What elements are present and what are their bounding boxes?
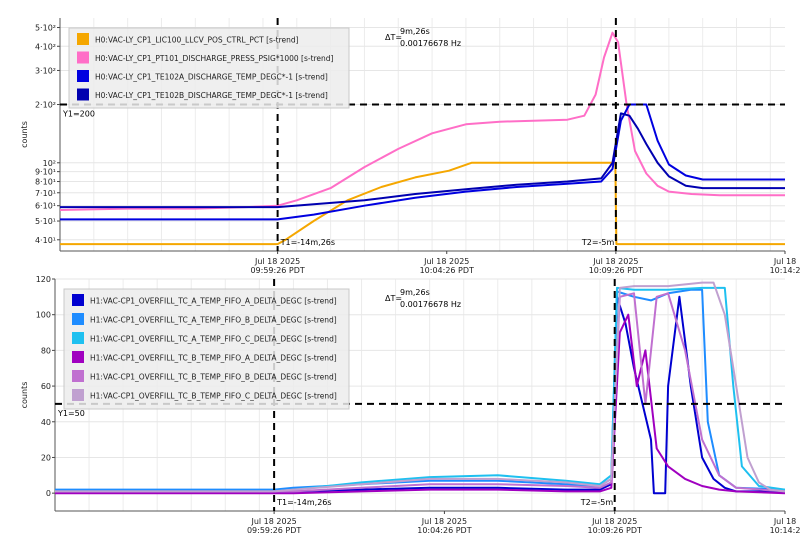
legend-entry: H0:VAC-LY_CP1_PT101_DISCHARGE_PRESS_PSIG… (95, 54, 334, 63)
legend[interactable]: H0:VAC-LY_CP1_LIC100_LLCV_POS_CTRL_PCT [… (68, 27, 350, 109)
y-tick-label: 60 (41, 382, 51, 391)
y-tick-label: 3·10² (35, 66, 56, 75)
y-axis-label: counts (20, 382, 29, 409)
legend-box (63, 288, 350, 410)
y-tick-label: 2·10² (35, 101, 56, 110)
legend-swatch (77, 33, 89, 45)
legend-entry: H0:VAC-LY_CP1_LIC100_LLCV_POS_CTRL_PCT [… (95, 36, 299, 45)
y-tick-label: 6·10¹ (35, 202, 56, 211)
legend-swatch (72, 370, 84, 382)
y-tick-label: 4·10² (35, 42, 56, 51)
x-tick-label: Jul 18 2025 (423, 257, 469, 266)
y-tick-label: 20 (41, 453, 51, 462)
legend-entry: H1:VAC-CP1_OVERFILL_TC_B_TEMP_FIFO_A_DEL… (90, 354, 337, 363)
x-tick-label: 10:14:2 (770, 526, 801, 535)
legend[interactable]: H1:VAC-CP1_OVERFILL_TC_A_TEMP_FIFO_A_DEL… (63, 288, 350, 410)
legend-entry: H1:VAC-CP1_OVERFILL_TC_A_TEMP_FIFO_B_DEL… (90, 316, 337, 325)
legend-swatch (72, 389, 84, 401)
series-line-1 (55, 295, 785, 495)
y-tick-label: 0 (46, 489, 51, 498)
x-tick-label: 09:59:26 PDT (250, 266, 304, 275)
legend-entry: H1:VAC-CP1_OVERFILL_TC_B_TEMP_FIFO_B_DEL… (90, 373, 337, 382)
t2-cursor-label: T2=-5m (580, 498, 614, 507)
x-tick-label: 10:04:26 PDT (417, 526, 471, 535)
delta-t-label: ΔT= (385, 294, 402, 303)
y-tick-label: 80 (41, 346, 51, 355)
series-group (60, 31, 785, 246)
legend-swatch (72, 332, 84, 344)
delta-t-value: 9m,26s (400, 27, 430, 36)
x-tick-label: 10:14:2 (770, 266, 801, 275)
x-tick-label: Jul 18 2025 (254, 257, 300, 266)
series-line-4 (55, 313, 785, 495)
delta-t-value: 9m,26s (400, 288, 430, 297)
series-line-2 (60, 31, 785, 211)
y-axis-label: counts (20, 121, 29, 148)
t2-cursor-label: T2=-5m (581, 238, 615, 247)
series-line-4 (60, 112, 785, 209)
legend-swatch (77, 88, 89, 101)
legend-swatch (72, 351, 84, 363)
legend-entry: H1:VAC-CP1_OVERFILL_TC_A_TEMP_FIFO_C_DEL… (90, 335, 337, 344)
legend-entry: H1:VAC-CP1_OVERFILL_TC_B_TEMP_FIFO_C_DEL… (90, 392, 337, 401)
series-line-3 (60, 103, 785, 221)
y1-cursor-label: Y1=200 (62, 110, 95, 119)
x-tick-label: 10:09:26 PDT (589, 266, 643, 275)
y-tick-label: 120 (36, 275, 51, 284)
x-tick-label: 10:04:26 PDT (420, 266, 474, 275)
y-tick-label: 8·10¹ (35, 178, 56, 187)
legend-swatch (77, 70, 89, 82)
legend-swatch (72, 313, 84, 325)
x-tick-label: Jul 18 2025 (591, 517, 637, 526)
series-line-1 (60, 161, 785, 246)
x-tick-label: Jul 18 (773, 517, 796, 526)
series-line-6 (55, 281, 785, 493)
series-group (55, 281, 785, 495)
y1-cursor-label: Y1=50 (57, 409, 85, 418)
legend-entry: H0:VAC-LY_CP1_TE102B_DISCHARGE_TEMP_DEGC… (95, 91, 328, 100)
x-tick-label: 10:09:26 PDT (588, 526, 642, 535)
delta-frequency: 0.00176678 Hz (400, 300, 461, 309)
y-tick-label: 9·10¹ (35, 168, 56, 177)
legend-swatch (77, 51, 89, 64)
legend-swatch (72, 294, 84, 306)
delta-t-label: ΔT= (385, 33, 402, 42)
y-tick-label: 7·10¹ (35, 189, 56, 198)
legend-box (68, 27, 350, 109)
x-tick-label: Jul 18 2025 (421, 517, 467, 526)
y-tick-label: 5·10¹ (35, 217, 56, 226)
legend-entry: H1:VAC-CP1_OVERFILL_TC_A_TEMP_FIFO_A_DEL… (90, 297, 337, 306)
t1-cursor-label: T1=-14m,26s (276, 498, 331, 507)
x-tick-label: 09:59:26 PDT (247, 526, 301, 535)
legend-entry: H0:VAC-LY_CP1_TE102A_DISCHARGE_TEMP_DEGC… (95, 73, 328, 82)
y-tick-label: 40 (41, 418, 51, 427)
delta-frequency: 0.00176678 Hz (400, 39, 461, 48)
x-tick-label: Jul 18 2025 (592, 257, 638, 266)
y-tick-label: 10² (43, 159, 56, 168)
y-tick-label: 4·10¹ (35, 236, 56, 245)
x-tick-label: Jul 18 2025 (250, 517, 296, 526)
t1-cursor-label: T1=-14m,26s (280, 238, 335, 247)
x-tick-label: Jul 18 (773, 257, 796, 266)
y-tick-label: 5·10² (35, 24, 56, 33)
y-tick-label: 100 (36, 311, 51, 320)
